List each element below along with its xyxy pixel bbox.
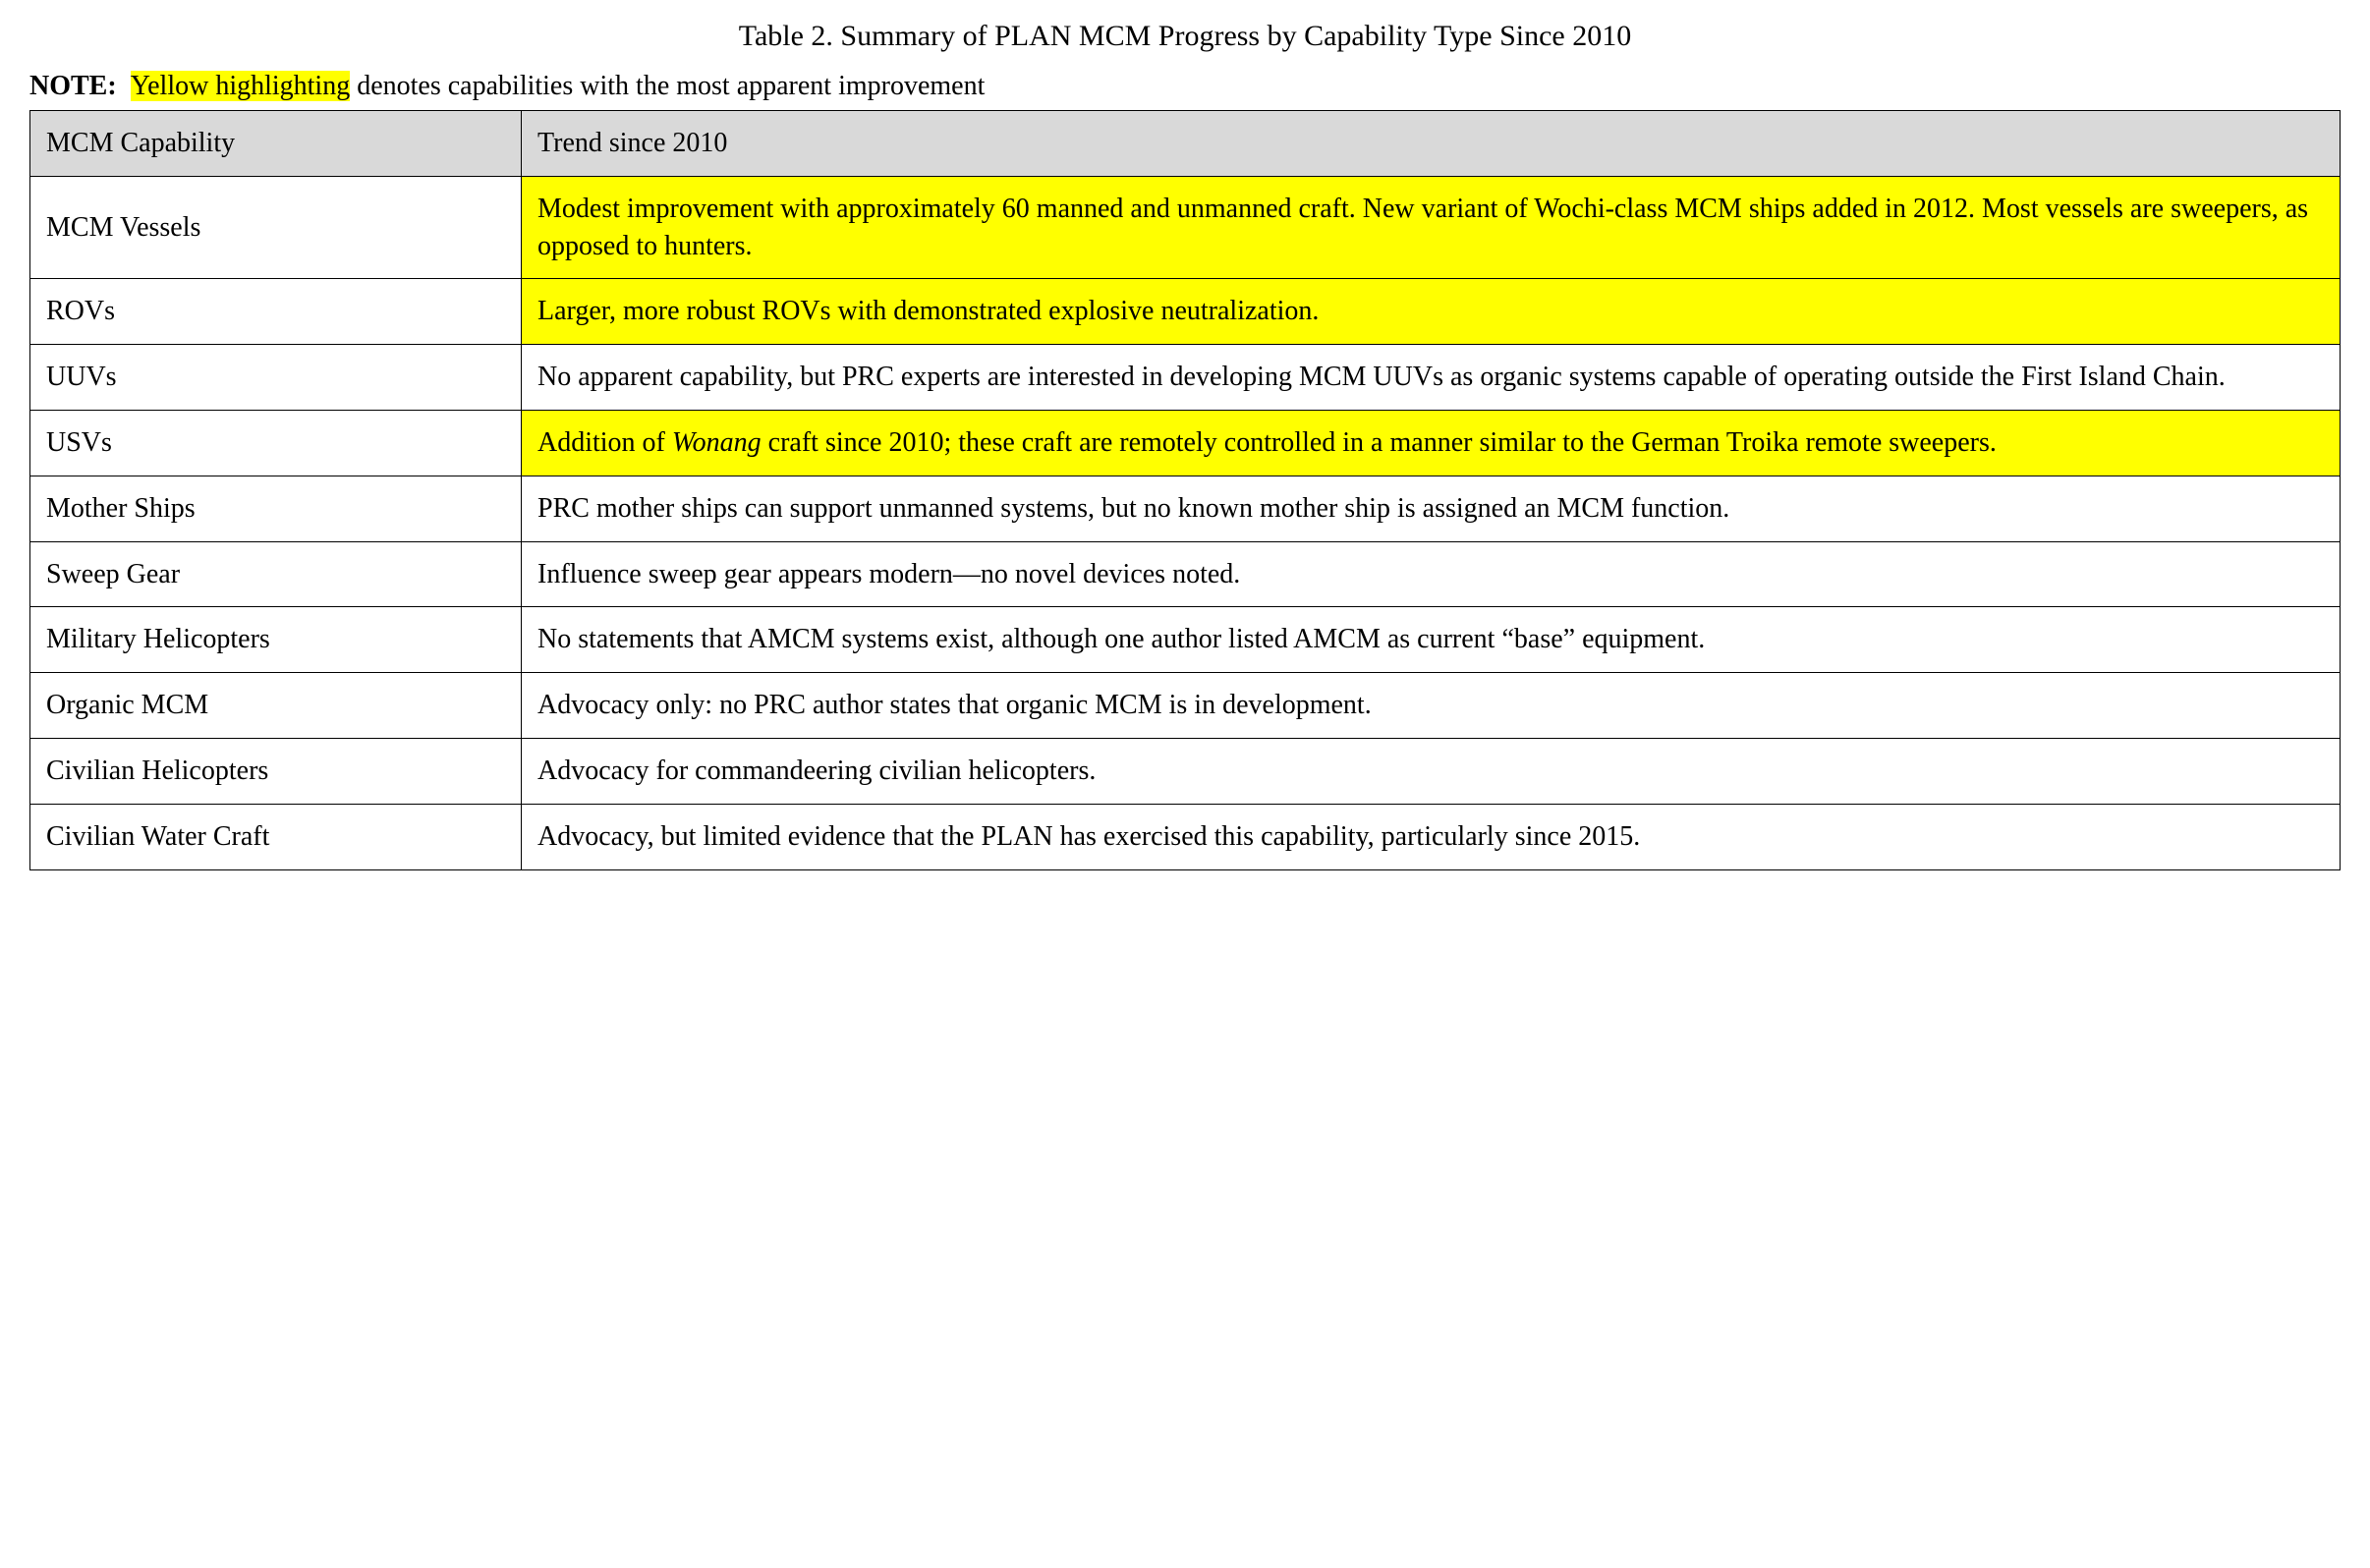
cell-capability: Mother Ships: [30, 476, 522, 541]
note-line: NOTE: Yellow highlighting denotes capabi…: [29, 71, 2341, 102]
note-prefix: NOTE:: [29, 71, 117, 101]
cell-trend: PRC mother ships can support unmanned sy…: [522, 476, 2341, 541]
cell-capability: Organic MCM: [30, 673, 522, 739]
note-suffix: denotes capabilities with the most appar…: [350, 71, 985, 101]
cell-capability: Military Helicopters: [30, 607, 522, 673]
col-header-capability: MCM Capability: [30, 111, 522, 177]
table-row: Sweep Gear Influence sweep gear appears …: [30, 541, 2341, 607]
table-row: Civilian Helicopters Advocacy for comman…: [30, 738, 2341, 804]
table-row: ROVs Larger, more robust ROVs with demon…: [30, 279, 2341, 345]
cell-trend: Addition of Wonang craft since 2010; the…: [522, 410, 2341, 476]
cell-capability: USVs: [30, 410, 522, 476]
table-row: UUVs No apparent capability, but PRC exp…: [30, 345, 2341, 411]
col-header-trend: Trend since 2010: [522, 111, 2341, 177]
cell-capability: MCM Vessels: [30, 176, 522, 279]
table-row: Mother Ships PRC mother ships can suppor…: [30, 476, 2341, 541]
cell-trend: Advocacy for commandeering civilian heli…: [522, 738, 2341, 804]
table-row: Organic MCM Advocacy only: no PRC author…: [30, 673, 2341, 739]
table-row: Military Helicopters No statements that …: [30, 607, 2341, 673]
cell-trend: No statements that AMCM systems exist, a…: [522, 607, 2341, 673]
cell-capability: Civilian Helicopters: [30, 738, 522, 804]
cell-capability: Sweep Gear: [30, 541, 522, 607]
cell-capability: UUVs: [30, 345, 522, 411]
note-highlighted-phrase: Yellow highlighting: [131, 71, 351, 101]
cell-trend: Influence sweep gear appears modern—no n…: [522, 541, 2341, 607]
table-row: MCM Vessels Modest improvement with appr…: [30, 176, 2341, 279]
cell-trend: Advocacy only: no PRC author states that…: [522, 673, 2341, 739]
cell-trend: Modest improvement with approximately 60…: [522, 176, 2341, 279]
cell-capability: ROVs: [30, 279, 522, 345]
table-row: USVs Addition of Wonang craft since 2010…: [30, 410, 2341, 476]
table-row: Civilian Water Craft Advocacy, but limit…: [30, 804, 2341, 869]
table-header-row: MCM Capability Trend since 2010: [30, 111, 2341, 177]
table-title: Table 2. Summary of PLAN MCM Progress by…: [29, 20, 2341, 53]
mcm-table: MCM Capability Trend since 2010 MCM Vess…: [29, 110, 2341, 870]
cell-trend: Advocacy, but limited evidence that the …: [522, 804, 2341, 869]
cell-capability: Civilian Water Craft: [30, 804, 522, 869]
cell-trend: Larger, more robust ROVs with demonstrat…: [522, 279, 2341, 345]
cell-trend: No apparent capability, but PRC experts …: [522, 345, 2341, 411]
